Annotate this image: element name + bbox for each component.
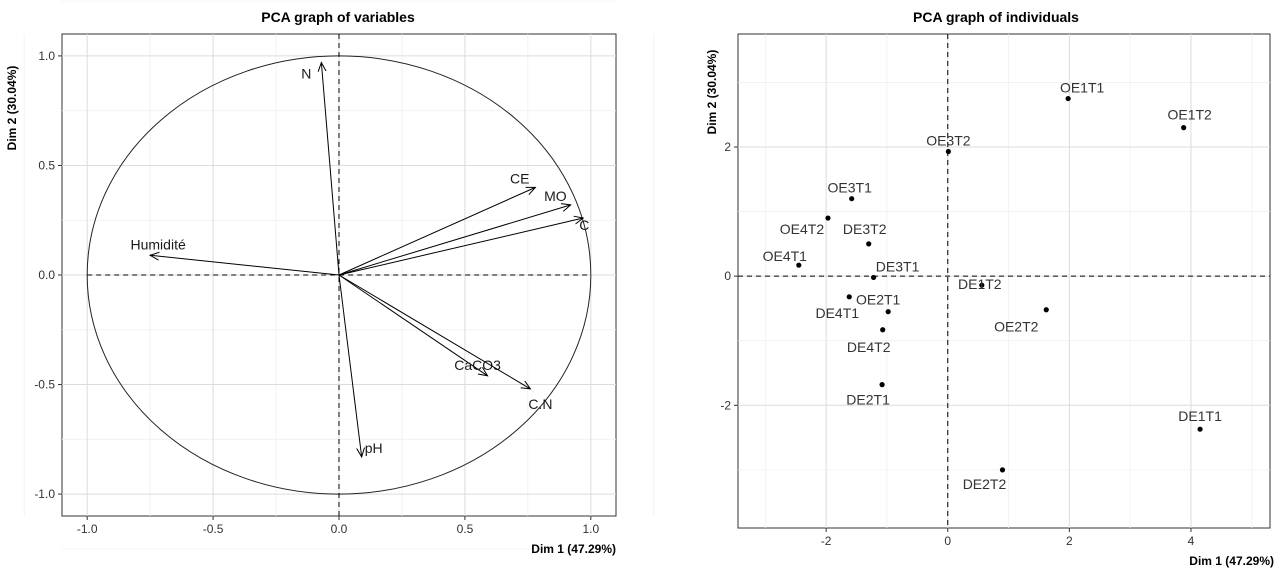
individual-point — [1197, 426, 1203, 432]
individual-label: OE4T1 — [763, 248, 808, 264]
individual-label: OE1T2 — [1167, 107, 1212, 123]
y-tick-label: 2 — [724, 140, 731, 154]
x-tick-label: -0.5 — [203, 522, 224, 536]
vector-label: Humidité — [131, 236, 186, 252]
individual-label: DE1T2 — [958, 276, 1002, 292]
y-tick-label: -0.5 — [34, 378, 55, 392]
x-tick-label: 0.0 — [331, 522, 348, 536]
y-tick-label: -1.0 — [34, 487, 55, 501]
individuals-plot: PCA graph of individuals -2 0 2 4 -2 0 2 OE1T… — [705, 9, 1274, 568]
vector-arrow — [338, 187, 535, 276]
individual-point — [849, 196, 855, 202]
individual-point — [885, 309, 891, 315]
individual-label: DE3T2 — [843, 221, 887, 237]
individuals-x-ticks: -2 0 2 4 — [821, 528, 1195, 548]
vector-label: C.N — [528, 396, 552, 412]
individual-label: OE3T1 — [828, 180, 873, 196]
y-tick-label: 0.5 — [38, 158, 55, 172]
individual-label: DE2T1 — [846, 392, 890, 408]
vector-label: C — [579, 217, 589, 233]
individual-label: OE1T1 — [1060, 80, 1105, 96]
individuals-x-axis-title: Dim 1 (47.29%) — [1189, 554, 1274, 568]
vector-arrow — [338, 218, 583, 276]
y-tick-label: 0.0 — [38, 268, 55, 282]
individual-point — [870, 274, 877, 281]
individuals-plot-area — [737, 33, 1271, 529]
variables-dashed-axes — [87, 34, 591, 516]
individual-label: DE1T1 — [1178, 408, 1222, 424]
vector-arrow — [338, 274, 530, 389]
individual-label: DE4T1 — [815, 305, 859, 321]
vector-arrow — [338, 205, 571, 276]
individual-point — [879, 382, 885, 388]
y-tick-label: -2 — [720, 398, 731, 412]
vector-label: CE — [510, 170, 529, 186]
individual-point — [1181, 125, 1187, 131]
individuals-dashed-axes — [738, 34, 1270, 528]
individual-label: OE3T2 — [926, 133, 971, 149]
individuals-plot-title: PCA graph of individuals — [913, 9, 1079, 25]
vector-arrow — [338, 274, 488, 376]
individual-point — [866, 241, 872, 247]
vector-label: CaCO3 — [454, 357, 501, 373]
variable-vectors: N CE MO C Humidité CaCO3 C.N pH — [131, 62, 589, 457]
x-tick-label: 0.5 — [457, 522, 474, 536]
variables-y-ticks: -1.0 -0.5 0.0 0.5 1.0 — [34, 49, 62, 501]
x-tick-label: 1.0 — [582, 522, 599, 536]
individual-point — [880, 327, 886, 333]
y-tick-label: 1.0 — [38, 49, 55, 63]
individual-point — [979, 282, 985, 288]
individual-label: DE2T2 — [963, 476, 1007, 492]
variables-plot-title: PCA graph of variables — [261, 9, 415, 25]
vector-arrow — [338, 274, 362, 457]
individuals-y-ticks: -2 0 2 — [720, 140, 738, 412]
vector-label: pH — [365, 440, 383, 456]
variables-x-axis-title: Dim 1 (47.29%) — [531, 542, 616, 556]
vector-label: MO — [544, 188, 567, 204]
variables-y-axis-title: Dim 2 (30.04%) — [5, 66, 19, 151]
individual-point — [825, 215, 831, 221]
vector-arrow — [321, 62, 340, 276]
individual-label: DE4T2 — [847, 339, 891, 355]
variables-plot: PCA graph of variables -1.0 -0.5 0.0 0.5 1.0… — [5, 0, 655, 556]
individual-label: OE4T2 — [780, 221, 825, 237]
individuals-y-axis-title: Dim 2 (30.04%) — [705, 50, 719, 135]
x-tick-label: -2 — [821, 534, 832, 548]
x-tick-label: 4 — [1188, 534, 1195, 548]
individual-label: OE2T2 — [994, 319, 1039, 335]
individual-label: OE2T1 — [856, 292, 901, 308]
vector-arrow — [150, 255, 340, 276]
individual-point — [796, 262, 802, 268]
individual-label: DE3T1 — [876, 258, 920, 274]
individual-point — [1065, 95, 1071, 102]
x-tick-label: -1.0 — [77, 522, 98, 536]
individual-point — [945, 148, 951, 155]
variables-x-ticks: -1.0 -0.5 0.0 0.5 1.0 — [77, 516, 599, 536]
individual-point — [1043, 307, 1049, 313]
x-tick-label: 2 — [1066, 534, 1073, 548]
individual-points: OE1T1 OE1T2 OE3T2 OE3T1 OE4T2 DE3T2 OE4T1 DE3T1… — [763, 80, 1222, 492]
individual-point — [999, 467, 1006, 473]
x-tick-label: 0 — [944, 534, 951, 548]
vector-label: N — [301, 65, 311, 81]
y-tick-label: 0 — [724, 269, 731, 283]
individual-point — [846, 294, 852, 300]
